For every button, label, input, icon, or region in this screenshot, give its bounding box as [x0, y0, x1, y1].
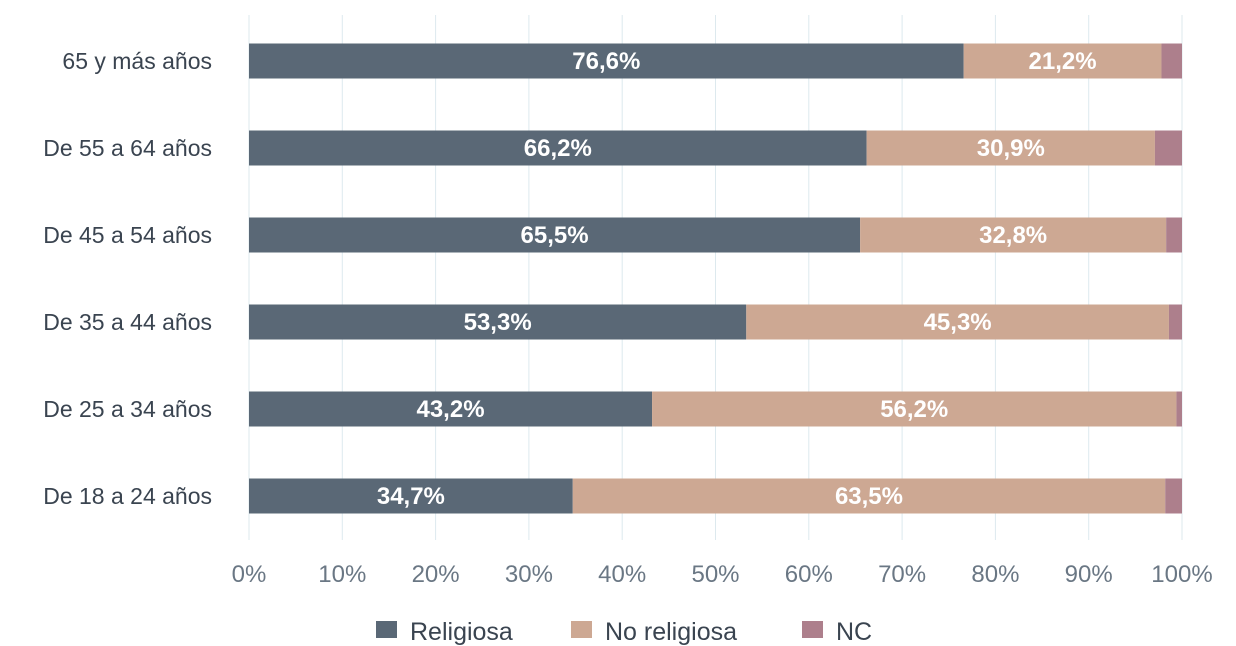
- bar-nc: [1166, 217, 1182, 253]
- category-labels: 65 y más años De 55 a 64 años De 45 a 54 a…: [43, 48, 212, 509]
- bar-nc: [1168, 304, 1182, 340]
- data-label: 63,5%: [835, 483, 903, 510]
- bar-nc: [1154, 130, 1182, 166]
- legend: Religiosa No religiosa NC: [376, 618, 872, 646]
- data-label: 76,6%: [572, 48, 640, 75]
- bar-nc: [1165, 478, 1182, 514]
- data-label: 34,7%: [377, 483, 445, 510]
- category-label: De 55 a 64 años: [43, 135, 212, 161]
- tick-label: 40%: [598, 561, 646, 588]
- data-label: 53,3%: [464, 309, 532, 336]
- legend-entry: NC: [836, 618, 872, 646]
- bar-religiosa: [249, 304, 747, 340]
- bar-religiosa: [249, 130, 867, 166]
- data-label: 56,2%: [880, 396, 948, 423]
- gridlines: [248, 15, 1183, 540]
- data-label: 43,2%: [416, 396, 484, 423]
- bar-religiosa: [249, 478, 573, 514]
- category-label: De 25 a 34 años: [43, 396, 212, 422]
- bar-religiosa: [249, 217, 861, 253]
- legend-swatch: [802, 621, 823, 638]
- tick-label: 10%: [318, 561, 366, 588]
- tick-label: 90%: [1065, 561, 1113, 588]
- data-label: 66,2%: [524, 135, 592, 162]
- tick-label: 60%: [785, 561, 833, 588]
- category-label: 65 y más años: [62, 48, 212, 74]
- bar-no-religiosa: [746, 304, 1169, 340]
- bar-no-religiosa: [860, 217, 1167, 253]
- category-label: De 35 a 44 años: [43, 309, 212, 335]
- category-label: De 18 a 24 años: [43, 483, 212, 509]
- tick-label: 30%: [505, 561, 553, 588]
- bar-no-religiosa: [652, 391, 1177, 427]
- tick-label: 70%: [878, 561, 926, 588]
- tick-label: 20%: [412, 561, 460, 588]
- data-label: 32,8%: [979, 222, 1047, 249]
- legend-swatch: [376, 621, 397, 638]
- tick-label: 100%: [1151, 561, 1212, 588]
- tick-label: 80%: [971, 561, 1019, 588]
- bar-no-religiosa: [572, 478, 1166, 514]
- x-axis-ticks: 0% 10% 20% 30% 40% 50% 60% 70% 80% 90% 100%: [232, 561, 1213, 588]
- legend-entry: No religiosa: [605, 618, 737, 646]
- bars: 76,6% 21,2% 66,2% 30,9% 65,5% 32,8% 53,3% 45,3%…: [249, 43, 1182, 514]
- data-label: 65,5%: [521, 222, 589, 249]
- bar-religiosa: [249, 43, 964, 79]
- bar-religiosa: [249, 391, 653, 427]
- bar-no-religiosa: [963, 43, 1162, 79]
- bar-nc: [1161, 43, 1182, 79]
- tick-label: 50%: [691, 561, 739, 588]
- tick-label: 0%: [232, 561, 267, 588]
- data-label: 21,2%: [1029, 48, 1097, 75]
- bar-no-religiosa: [866, 130, 1155, 166]
- legend-swatch: [571, 621, 592, 638]
- bar-nc: [1176, 391, 1182, 427]
- legend-entry: Religiosa: [410, 618, 513, 646]
- data-label: 30,9%: [977, 135, 1045, 162]
- category-label: De 45 a 54 años: [43, 222, 212, 248]
- data-label: 45,3%: [924, 309, 992, 336]
